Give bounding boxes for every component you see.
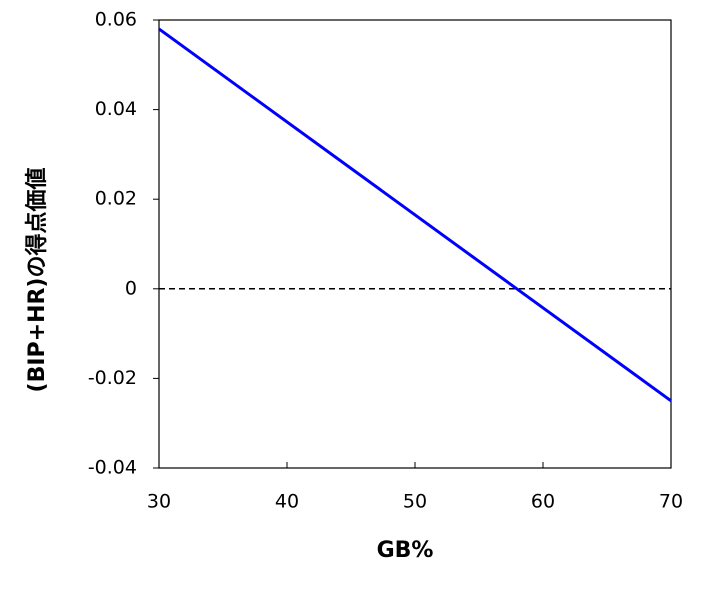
data-line <box>158 27 672 403</box>
x-tick-label: 30 <box>147 491 171 513</box>
y-tick-label: -0.04 <box>88 457 137 479</box>
y-axis-title: (BIP+HR)の得点価値 <box>24 168 50 393</box>
x-tick-label: 40 <box>275 491 299 513</box>
x-axis-title: GB% <box>377 538 434 563</box>
x-tick-label: 70 <box>659 491 683 513</box>
y-tick-label: 0.02 <box>95 188 137 210</box>
x-tick-label: 50 <box>403 491 427 513</box>
y-tick-label: 0 <box>125 277 137 299</box>
y-tick-label: 0.04 <box>95 98 137 120</box>
x-tick-label: 60 <box>531 491 555 513</box>
plot-area <box>158 19 672 469</box>
y-tick-label: 0.06 <box>95 9 137 31</box>
y-tick-label: -0.02 <box>88 367 137 389</box>
